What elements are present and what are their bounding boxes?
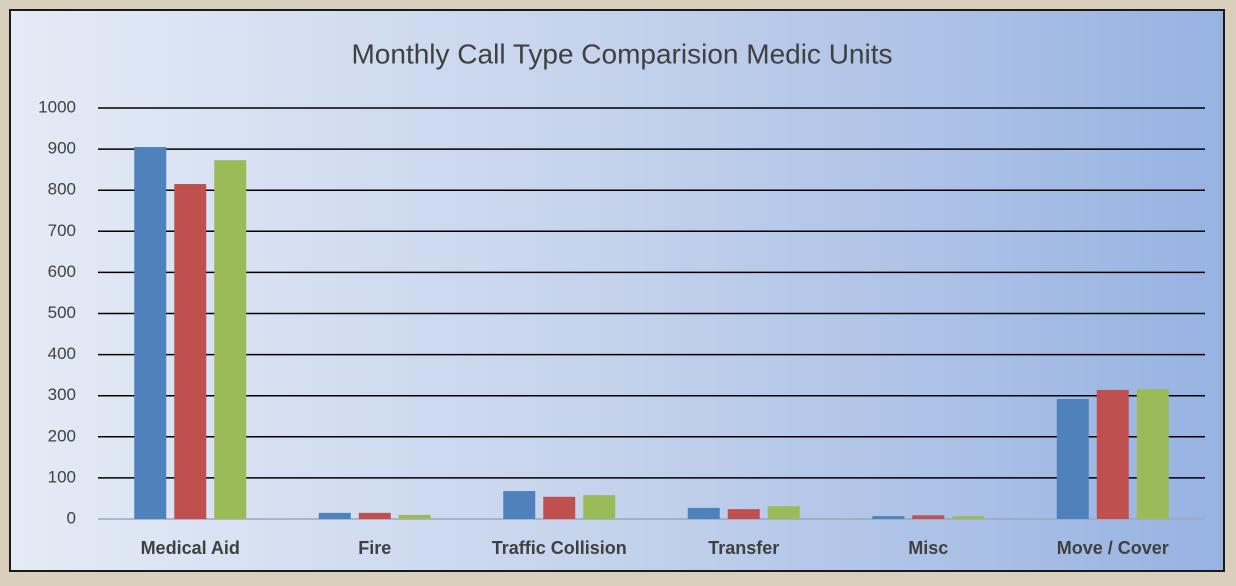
- y-tick-label: 900: [48, 139, 76, 158]
- bar: [543, 496, 576, 519]
- bar: [134, 147, 167, 520]
- y-tick-label: 300: [48, 385, 76, 404]
- y-tick-label: 600: [48, 262, 76, 281]
- x-tick-label: Fire: [358, 538, 391, 558]
- bar: [214, 160, 247, 519]
- bar: [398, 514, 431, 519]
- y-tick-label: 400: [48, 344, 76, 363]
- bar: [358, 512, 391, 519]
- y-tick-label: 700: [48, 221, 76, 240]
- chart-title: Monthly Call Type Comparision Medic Unit…: [351, 38, 892, 69]
- bar: [952, 516, 985, 519]
- x-tick-label: Traffic Collision: [492, 538, 627, 558]
- x-tick-label: Misc: [908, 538, 948, 558]
- y-tick-label: 100: [48, 467, 76, 486]
- bar: [583, 495, 616, 519]
- x-tick-label: Medical Aid: [141, 538, 240, 558]
- bar: [687, 507, 720, 519]
- bar: [727, 509, 760, 519]
- bar: [1136, 389, 1169, 519]
- bar: [912, 515, 945, 519]
- bar: [767, 506, 800, 519]
- bar: [503, 491, 536, 519]
- y-tick-label: 1000: [38, 97, 76, 116]
- x-tick-label: Move / Cover: [1057, 538, 1169, 558]
- bar: [318, 512, 351, 519]
- bar: [1056, 398, 1089, 519]
- y-tick-label: 0: [67, 508, 76, 527]
- y-tick-label: 200: [48, 426, 76, 445]
- bar: [1096, 389, 1129, 519]
- y-tick-label: 800: [48, 180, 76, 199]
- y-tick-label: 500: [48, 303, 76, 322]
- x-tick-label: Transfer: [708, 538, 779, 558]
- bar: [872, 516, 905, 519]
- bar: [174, 184, 207, 519]
